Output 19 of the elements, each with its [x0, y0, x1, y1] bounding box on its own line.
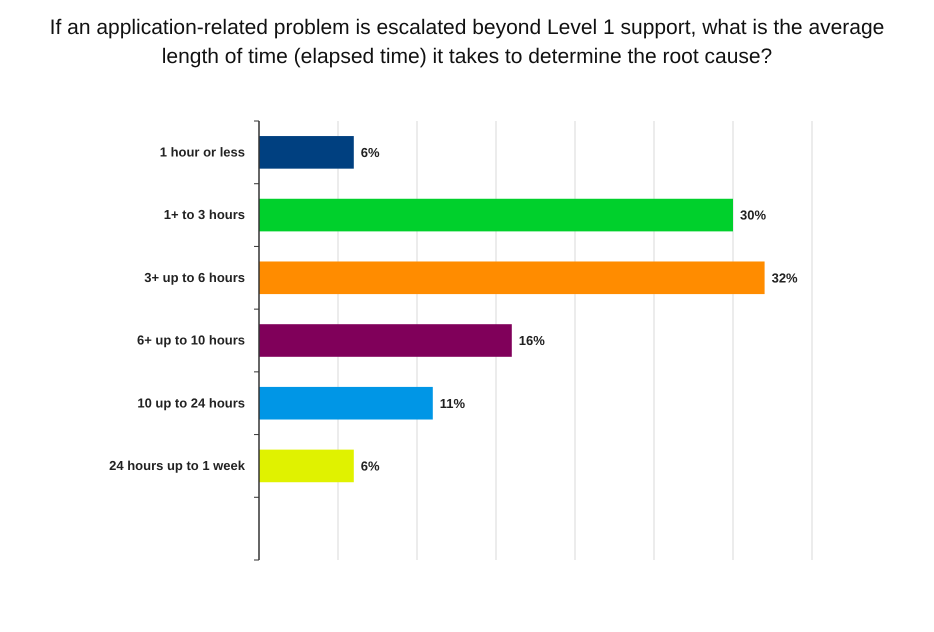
y-tick-label: 3+ up to 6 hours: [144, 270, 245, 285]
bar: [259, 136, 354, 169]
data-label: 30%: [740, 208, 766, 223]
y-tick-label: 10 up to 24 hours: [137, 395, 245, 410]
y-tick-label: 1 hour or less: [160, 144, 245, 160]
data-label: 32%: [772, 270, 798, 286]
bar: [259, 261, 765, 294]
bar: [259, 450, 354, 482]
chart-title: If an application-related problem is escalated beyond Level 1 support, what is the average length of time (elapsed time) it takes to determine the root cause?: [50, 16, 884, 68]
bar: [259, 198, 733, 232]
data-label: 6%: [360, 144, 380, 160]
data-label: 11%: [440, 396, 466, 411]
y-tick-label: 6+ up to 10 hours: [137, 332, 245, 348]
bar: [259, 324, 512, 357]
data-label: 6%: [360, 458, 380, 474]
y-tick-label: 1+ to 3 hours: [164, 207, 245, 222]
y-tick-label: 24 hours up to 1 week: [109, 458, 246, 474]
bar: [259, 386, 433, 420]
data-label: 16%: [518, 333, 546, 348]
